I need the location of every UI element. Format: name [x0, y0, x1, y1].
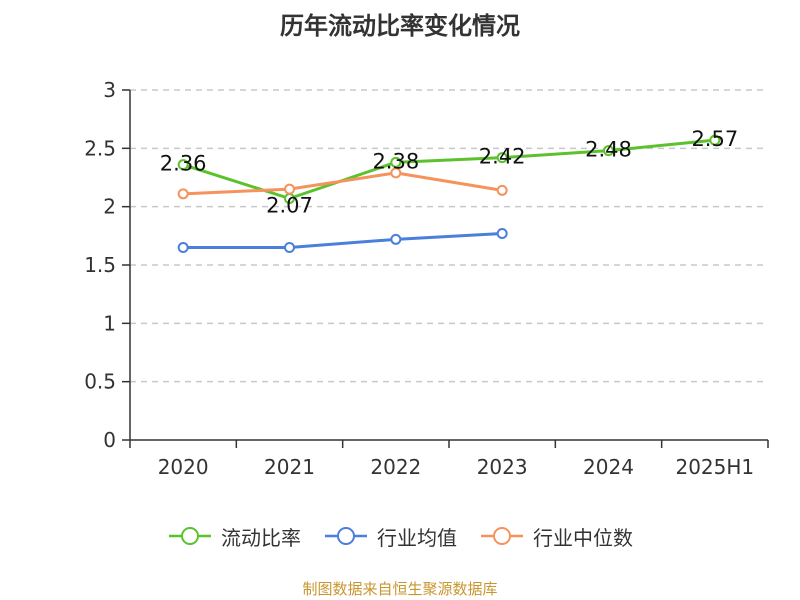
data-point [709, 134, 721, 146]
legend-swatch [169, 527, 211, 545]
series-line [181, 171, 504, 196]
x-tick-label: 2022 [370, 455, 421, 479]
y-tick-label: 2.5 [84, 136, 116, 160]
legend-marker [337, 527, 355, 545]
series-line [181, 232, 504, 249]
source-note: 制图数据来自恒生聚源数据库 [302, 580, 498, 598]
data-point [390, 233, 402, 245]
x-tick-label: 2025H1 [675, 455, 754, 479]
series-layer [177, 134, 721, 253]
axis-layer: 0 0.5 1 1.5 2 2.5 3 2020 2021 2022 2023 2024 2025H1 [84, 78, 769, 479]
legend-swatch [481, 527, 523, 545]
y-tick-label: 3 [103, 78, 116, 102]
x-tick-label: 2023 [477, 455, 528, 479]
y-tick-label: 2 [103, 195, 116, 219]
data-label: 2.38 [372, 149, 419, 173]
legend-item[interactable]: 流动比率 [167, 522, 301, 551]
data-point [177, 242, 189, 253]
legend-item[interactable]: 行业均值 [323, 522, 457, 551]
data-point [390, 156, 402, 168]
grid-layer [130, 89, 768, 383]
series-line [181, 138, 717, 200]
data-point [496, 228, 508, 239]
data-point [284, 242, 295, 253]
data-point [390, 167, 402, 179]
x-tick-label: 2021 [264, 455, 315, 479]
legend-item[interactable]: 行业中位数 [479, 522, 633, 551]
x-tick-label: 2020 [158, 455, 209, 479]
y-tick-label: 1.5 [84, 253, 116, 277]
legend-label: 流动比率 [221, 525, 301, 550]
data-label: 2.07 [266, 194, 313, 218]
legend-marker [181, 527, 199, 545]
legend-label: 行业中位数 [533, 525, 633, 550]
data-point [284, 183, 295, 195]
data-label: 2.48 [585, 138, 632, 162]
y-tick-label: 1 [103, 311, 116, 335]
data-point [603, 145, 614, 157]
data-point [177, 188, 189, 200]
y-tick-label: 0 [103, 428, 116, 452]
legend-swatch [325, 527, 367, 545]
data-point [496, 184, 508, 196]
data-label: 2.36 [160, 152, 207, 176]
data-point [496, 152, 508, 164]
x-tick-label: 2024 [583, 455, 634, 479]
data-point [177, 159, 189, 171]
legend-label: 行业均值 [377, 525, 457, 550]
legend-marker [493, 527, 511, 545]
legend: 流动比率 行业均值 行业中位数 [0, 518, 800, 554]
data-label-layer: 2.36 2.07 2.38 2.42 2.48 2.57 [160, 127, 738, 217]
y-tick-label: 0.5 [84, 370, 116, 394]
data-label: 2.57 [691, 127, 738, 151]
data-label: 2.42 [479, 145, 526, 169]
chart-title: 历年流动比率变化情况 [280, 12, 520, 40]
